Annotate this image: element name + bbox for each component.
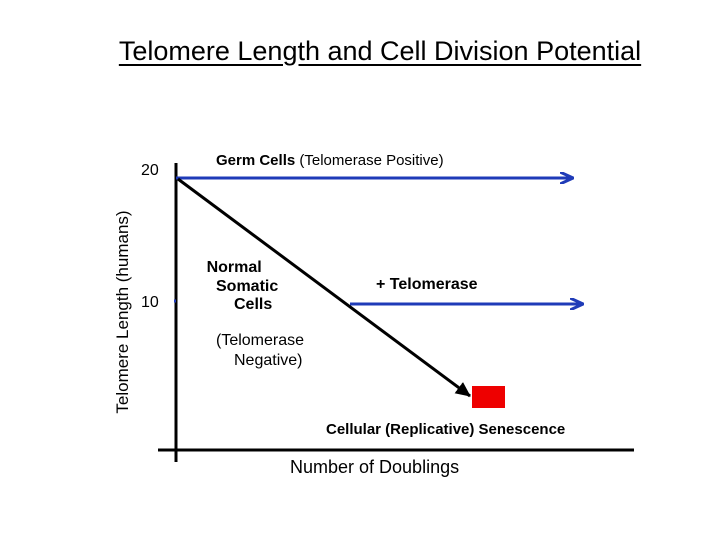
tick-label-low: 10 <box>141 294 159 311</box>
somatic-decline-arrow <box>177 177 471 398</box>
x-axis-label: Number of Doublings <box>290 457 460 477</box>
plus-telomerase-label: + Telomerase <box>376 276 478 293</box>
senescence-label: Cellular (Replicative) Senescence <box>326 421 566 438</box>
normal-somatic-cells-label: Normal Somatic <box>190 258 279 296</box>
normal-somatic-line-3: Cells <box>234 296 273 313</box>
tick-label-high: 20 <box>141 162 159 179</box>
normal-somatic-line-2: Somatic <box>216 278 279 295</box>
germ-cells-label-rest: (Telomerase Positive) <box>295 152 444 169</box>
senescence-box <box>472 386 505 408</box>
page-title: Telomere Length and Cell Division Potent… <box>118 36 642 66</box>
telomerase-negative-line-2: Negative) <box>234 352 303 369</box>
telomerase-negative-line-1: (Telomerase <box>216 332 305 349</box>
normal-somatic-line-1: Normal <box>206 259 262 276</box>
germ-cells-label-bold: Germ Cells <box>216 152 296 169</box>
germ-cells-label: Germ Cells (Telomerase Positive) <box>216 152 444 169</box>
telomerase-negative-label: (Telomerase Negative) <box>216 331 304 371</box>
